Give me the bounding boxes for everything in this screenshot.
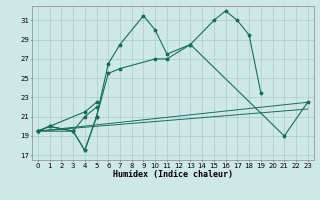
X-axis label: Humidex (Indice chaleur): Humidex (Indice chaleur) — [113, 170, 233, 179]
